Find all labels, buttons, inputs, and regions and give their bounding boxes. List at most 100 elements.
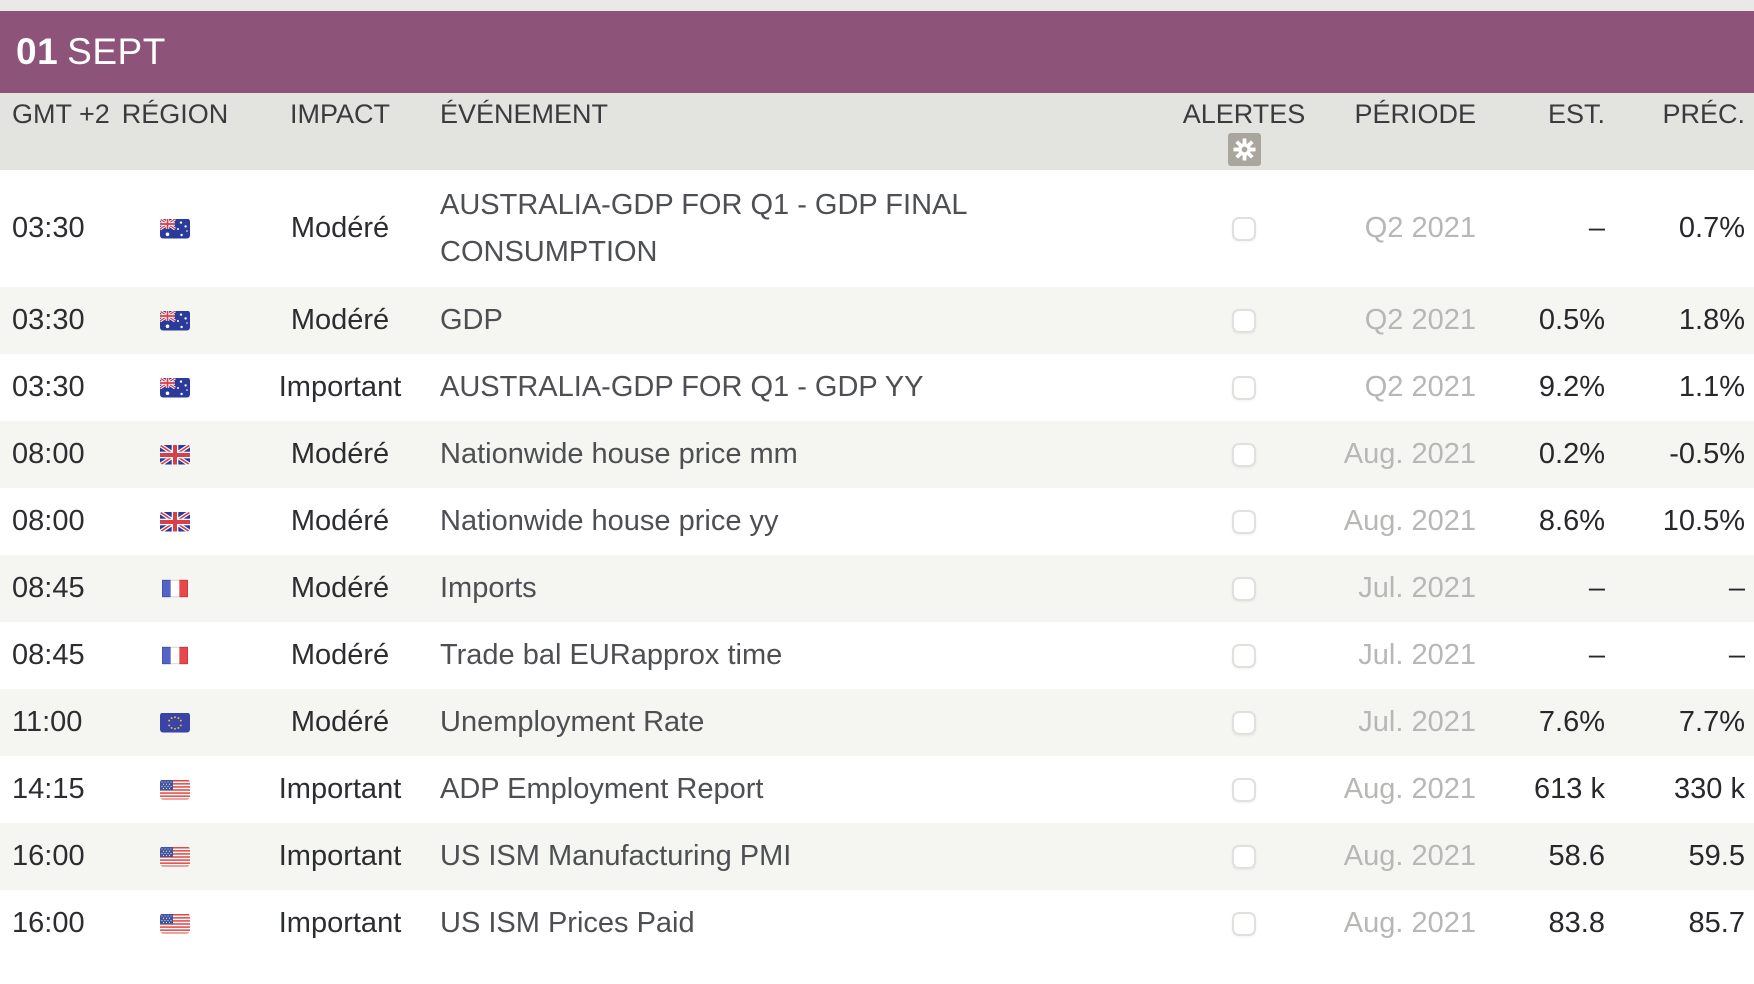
period-cell: Aug. 2021 [1343,840,1476,872]
estimate-cell: 0.2% [1538,438,1605,470]
event-name: Unemployment Rate [440,706,705,738]
alert-checkbox[interactable] [1232,216,1256,241]
alert-checkbox[interactable] [1232,643,1256,668]
previous-cell: – [1728,639,1745,671]
region-cell [110,645,240,666]
time-cell: 03:30 [12,212,85,244]
event-row: 08:45 Modéré Imports Jul. 2021 – – [0,555,1754,622]
impact-label: Important [278,773,402,805]
event-name: Imports [440,572,537,604]
australia-flag-icon [160,219,190,239]
region-cell [110,219,240,239]
estimate-cell: 7.6% [1538,706,1605,738]
column-header-alerts: ALERTES [1183,93,1305,166]
united-states-flag-icon [160,847,190,867]
previous-cell: 330 k [1674,773,1745,805]
impact-label: Important [278,907,402,939]
time-cell: 16:00 [12,840,85,872]
period-cell: Jul. 2021 [1358,639,1476,671]
event-name: GDP [440,304,503,336]
column-header-estimate: EST. [1547,99,1605,129]
top-strip [0,0,1754,11]
france-flag-icon [162,578,188,599]
column-header-impact: IMPACT [290,99,390,129]
region-cell [110,378,240,398]
alert-cell [1186,643,1302,668]
event-name: ADP Employment Report [440,773,764,805]
period-cell: Q2 2021 [1364,304,1476,336]
column-header-period: PÉRIODE [1354,99,1476,129]
time-cell: 03:30 [12,371,85,403]
france-flag-icon [162,645,188,666]
event-name: US ISM Manufacturing PMI [440,840,792,872]
impact-label: Modéré [290,572,390,604]
time-cell: 08:45 [12,572,85,604]
event-row: 16:00 Important US ISM Manufacturing PMI… [0,823,1754,890]
alert-cell [1186,375,1302,400]
estimate-cell: 613 k [1534,773,1605,805]
alert-checkbox[interactable] [1232,710,1256,735]
australia-flag-icon [160,311,190,331]
event-row: 03:30 Modéré GDP Q2 2021 0.5% 1.8% [0,287,1754,354]
region-cell [110,847,240,867]
event-row: 16:00 Important US ISM Prices Paid Aug. … [0,890,1754,957]
event-name: AUSTRALIA-GDP FOR Q1 - GDP YY [440,371,924,403]
alert-checkbox[interactable] [1232,375,1256,400]
impact-label: Modéré [290,304,390,336]
period-cell: Jul. 2021 [1358,572,1476,604]
alert-checkbox[interactable] [1232,777,1256,802]
event-row: 08:45 Modéré Trade bal EURapprox time Ju… [0,622,1754,689]
event-name: Nationwide house price mm [440,438,798,470]
alert-checkbox[interactable] [1232,911,1256,936]
estimate-cell: – [1588,572,1605,604]
previous-cell: 7.7% [1678,706,1745,738]
date-day: 01 [16,31,59,72]
column-header-region: RÉGION [121,99,229,129]
event-row: 11:00 Modéré Unemployment Rate Jul. 2021… [0,689,1754,756]
event-name: Trade bal EURapprox time [440,639,783,671]
alert-cell [1186,844,1302,869]
impact-label: Modéré [290,706,390,738]
alert-checkbox[interactable] [1232,442,1256,467]
european-union-flag-icon [160,713,190,733]
alerts-settings-button[interactable] [1227,133,1261,166]
alert-cell [1186,216,1302,241]
event-name: Nationwide house price yy [440,505,779,537]
time-cell: 14:15 [12,773,85,805]
column-header-alerts-label: ALERTES [1182,99,1306,129]
date-header-bar: 01 SEPT [0,11,1754,93]
alert-cell [1186,777,1302,802]
impact-label: Modéré [290,438,390,470]
region-cell [110,713,240,733]
region-cell [110,578,240,599]
impact-label: Important [278,840,402,872]
estimate-cell: 9.2% [1538,371,1605,403]
alert-checkbox[interactable] [1232,509,1256,534]
alert-cell [1186,442,1302,467]
alert-checkbox[interactable] [1232,844,1256,869]
alert-checkbox[interactable] [1232,576,1256,601]
time-cell: 08:00 [12,438,85,470]
estimate-cell: – [1588,639,1605,671]
economic-calendar: 01 SEPT GMT +2 RÉGION IMPACT ÉVÉNEMENT A… [0,0,1754,957]
event-row: 14:15 Important ADP Employment Report Au… [0,756,1754,823]
table-body: 03:30 Modéré AUSTRALIA-GDP FOR Q1 - GDP … [0,170,1754,957]
period-cell: Jul. 2021 [1358,706,1476,738]
alert-cell [1186,308,1302,333]
event-row: 08:00 Modéré Nationwide house price yy A… [0,488,1754,555]
previous-cell: 1.8% [1678,304,1745,336]
time-cell: 08:00 [12,505,85,537]
event-row: 08:00 Modéré Nationwide house price mm A… [0,421,1754,488]
date-month: SEPT [67,31,166,72]
column-header-time: GMT +2 [12,99,110,129]
impact-label: Modéré [290,212,390,244]
column-header-previous: PRÉC. [1662,99,1745,129]
alert-checkbox[interactable] [1232,308,1256,333]
united-kingdom-flag-icon [160,445,190,465]
alert-cell [1186,710,1302,735]
period-cell: Aug. 2021 [1343,505,1476,537]
impact-label: Modéré [290,505,390,537]
column-header-event: ÉVÉNEMENT [440,99,609,129]
time-cell: 16:00 [12,907,85,939]
estimate-cell: 0.5% [1538,304,1605,336]
